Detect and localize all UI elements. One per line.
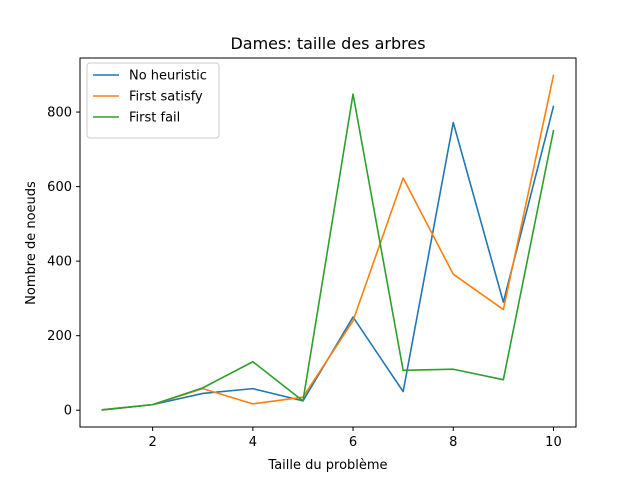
x-tick-label-0: 2 bbox=[149, 435, 157, 450]
legend: No heuristic First satisfy First fail bbox=[86, 62, 220, 139]
x-tick-label-4: 10 bbox=[545, 435, 562, 450]
legend-label-0: No heuristic bbox=[129, 69, 207, 84]
legend-label-1: First satisfy bbox=[129, 90, 203, 105]
axes: 2 4 6 8 10 0 200 400 600 800 bbox=[47, 57, 577, 450]
legend-label-2: First fail bbox=[129, 111, 180, 126]
y-tick-label-4: 800 bbox=[47, 106, 72, 121]
x-axis-label: Taille du problème bbox=[267, 458, 387, 473]
y-tick-label-0: 0 bbox=[64, 404, 72, 419]
y-axis-label: Nombre de noeuds bbox=[24, 181, 39, 305]
x-tick-label-3: 8 bbox=[449, 435, 457, 450]
x-tick-label-2: 6 bbox=[349, 435, 357, 450]
y-tick-label-2: 400 bbox=[47, 255, 72, 270]
x-tick-label-1: 4 bbox=[249, 435, 257, 450]
series-line-2 bbox=[101, 93, 555, 411]
y-tick-label-3: 600 bbox=[47, 180, 72, 195]
chart-title: Dames: taille des arbres bbox=[230, 34, 425, 53]
y-tick-label-1: 200 bbox=[47, 329, 72, 344]
legend-box bbox=[86, 62, 220, 139]
plot-frame bbox=[79, 57, 577, 428]
plot-lines bbox=[101, 74, 555, 411]
